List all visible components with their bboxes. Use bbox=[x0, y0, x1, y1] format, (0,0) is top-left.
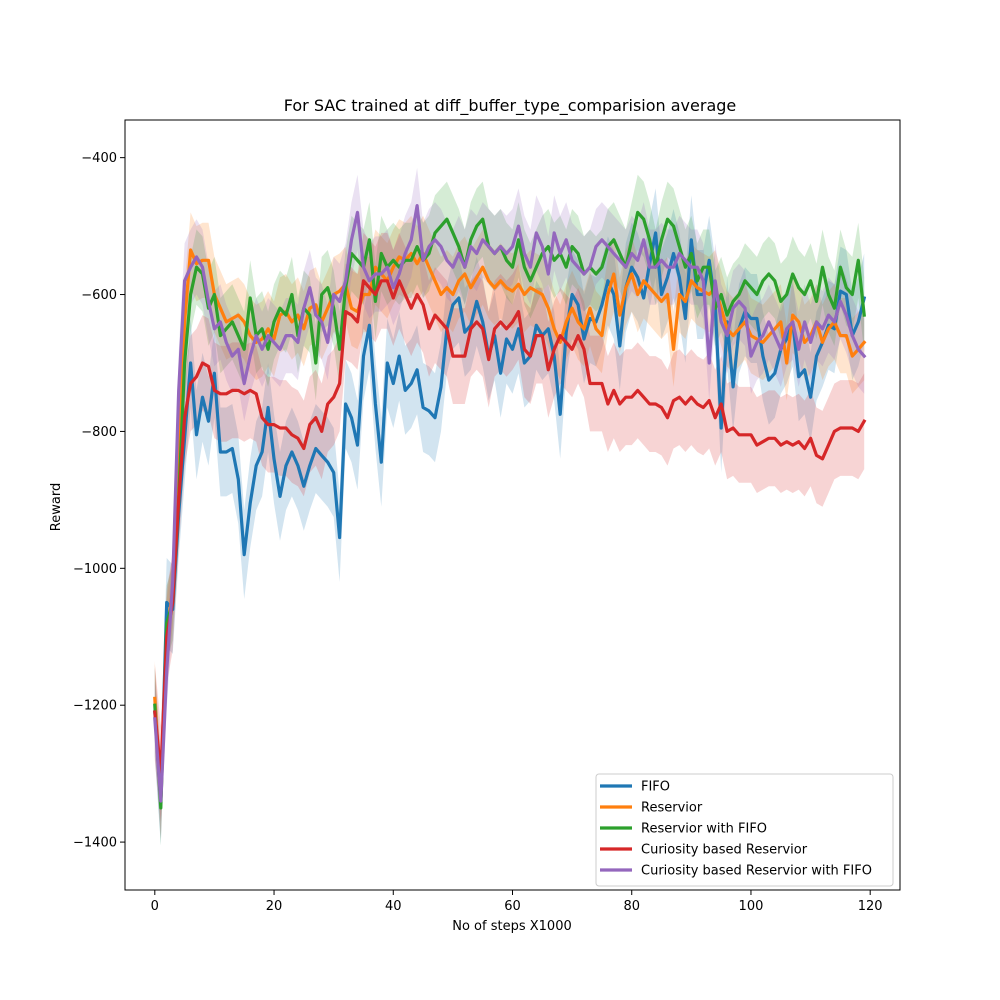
legend-label-2: Reservior with FIFO bbox=[641, 822, 767, 837]
x-tick-label: 20 bbox=[266, 899, 283, 914]
y-tick-label: −1000 bbox=[73, 562, 117, 577]
band-series-2 bbox=[154, 174, 865, 846]
legend: FIFO Reservior Reservior with FIFO Curiosit… bbox=[595, 773, 894, 887]
band-series-4 bbox=[154, 167, 865, 839]
confidence-bands bbox=[154, 167, 865, 846]
legend-box bbox=[595, 773, 894, 887]
x-tick-label: 120 bbox=[858, 899, 883, 914]
line-series-3 bbox=[153, 279, 867, 776]
legend-label-1: Reservior bbox=[641, 801, 703, 816]
x-tick-label: 60 bbox=[504, 899, 521, 914]
y-tick-label: −600 bbox=[81, 288, 117, 303]
y-tick-label: −1400 bbox=[73, 836, 117, 851]
y-axis-label: Reward bbox=[49, 483, 64, 531]
line-series-4 bbox=[153, 204, 867, 803]
x-axis-label: No of steps X1000 bbox=[452, 919, 572, 934]
y-axis-ticks: −1400 −1200 −1000 −800 −600 −400 bbox=[73, 151, 125, 851]
x-tick-label: 80 bbox=[623, 899, 640, 914]
legend-label-4: Curiosity based Reservior with FIFO bbox=[641, 864, 872, 879]
chart-title: For SAC trained at diff_buffer_type_comp… bbox=[284, 96, 737, 116]
y-tick-label: −800 bbox=[81, 425, 117, 440]
y-tick-label: −1200 bbox=[73, 699, 117, 714]
y-tick-label: −400 bbox=[81, 151, 117, 166]
legend-label-0: FIFO bbox=[641, 780, 670, 795]
legend-label-3: Curiosity based Reservior bbox=[641, 843, 808, 858]
x-tick-label: 40 bbox=[385, 899, 402, 914]
x-tick-label: 0 bbox=[151, 899, 159, 914]
band-series-0 bbox=[154, 188, 865, 846]
x-tick-label: 100 bbox=[739, 899, 764, 914]
series-lines bbox=[153, 204, 867, 810]
band-series-3 bbox=[154, 232, 865, 822]
line-series-2 bbox=[153, 210, 866, 810]
x-axis-ticks: 0 20 40 60 80 100 120 bbox=[151, 890, 883, 914]
